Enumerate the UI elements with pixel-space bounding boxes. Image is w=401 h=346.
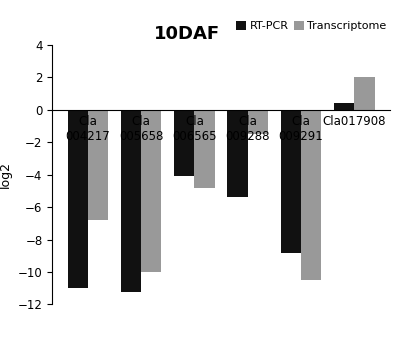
Y-axis label: log2: log2 xyxy=(0,161,12,188)
Bar xyxy=(67,110,88,288)
Bar xyxy=(194,110,214,188)
Bar xyxy=(333,103,353,110)
Bar xyxy=(247,110,267,134)
Bar xyxy=(174,110,194,176)
Bar xyxy=(300,110,320,280)
Bar xyxy=(280,110,300,253)
Bar xyxy=(353,78,374,110)
Bar xyxy=(227,110,247,198)
Bar xyxy=(141,110,161,272)
Bar xyxy=(88,110,108,220)
Legend: RT-PCR, Transcriptome: RT-PCR, Transcriptome xyxy=(231,17,390,36)
Bar xyxy=(121,110,141,291)
Text: 10DAF: 10DAF xyxy=(153,25,219,44)
